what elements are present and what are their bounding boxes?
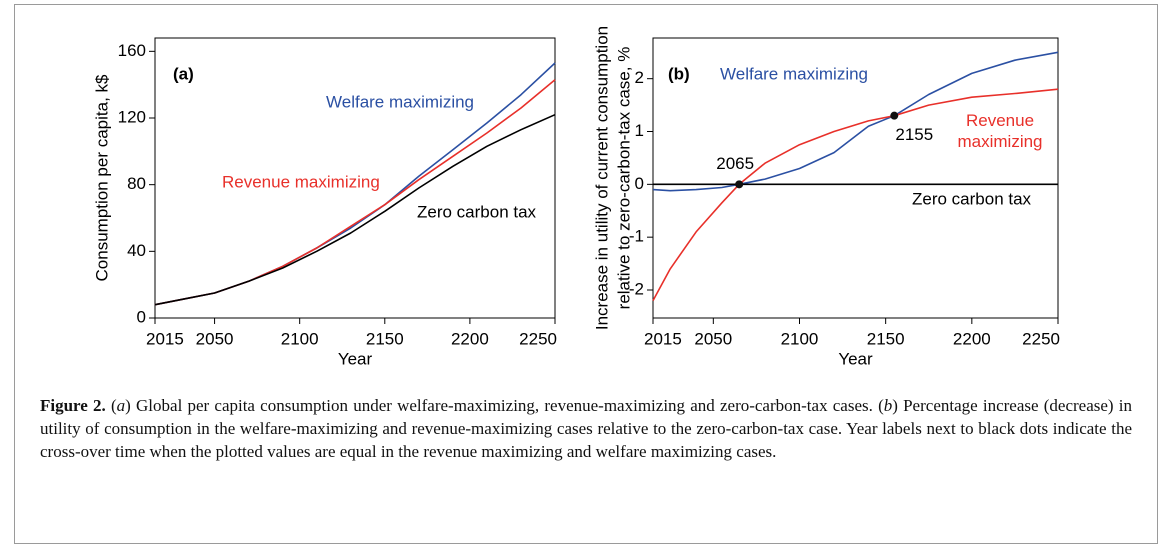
x-axis-label: Year xyxy=(838,349,873,368)
crossover-label: 2065 xyxy=(716,154,754,173)
series-label: Welfare maximizing xyxy=(326,92,474,111)
series-line xyxy=(154,79,556,306)
y-tick-label: 80 xyxy=(127,174,146,193)
y-tick-label: 120 xyxy=(118,107,146,126)
y-tick-label: -2 xyxy=(629,279,644,298)
series-line xyxy=(652,51,1059,192)
y-tick-label: 1 xyxy=(635,121,644,140)
x-tick-label: 2015 xyxy=(644,329,682,348)
series-label: Revenue maximizing xyxy=(222,172,380,191)
series-label: Zero carbon tax xyxy=(912,189,1032,208)
x-tick-label: 2250 xyxy=(519,329,557,348)
y-axis-label: Consumption per capita, k$ xyxy=(92,74,111,281)
x-tick-label: 2200 xyxy=(953,329,991,348)
x-tick-label: 2015 xyxy=(146,329,184,348)
x-tick-label: 2100 xyxy=(781,329,819,348)
x-tick-label: 2100 xyxy=(281,329,319,348)
crossover-dot xyxy=(735,180,744,189)
chart-title: (a) xyxy=(173,64,194,83)
series-line xyxy=(652,88,1059,301)
chart-title: (b) xyxy=(668,64,690,83)
caption-text: b xyxy=(883,396,893,415)
crossover-dot xyxy=(890,111,899,120)
x-tick-label: 2050 xyxy=(196,329,234,348)
caption-text: ( xyxy=(111,396,117,415)
page: 0 40 80 120 160 2015 2050 2100 2150 2200 2250 Year C… xyxy=(14,4,1158,544)
caption-text: a xyxy=(116,396,126,415)
y-tick-label: 0 xyxy=(635,174,644,193)
x-tick-label: 2250 xyxy=(1022,329,1060,348)
caption-label: Figure 2. xyxy=(40,396,106,415)
y-tick-label: -1 xyxy=(629,227,644,246)
series-label: Revenue maximizing xyxy=(957,111,1043,151)
x-tick-label: 2200 xyxy=(451,329,489,348)
series-line xyxy=(154,113,556,306)
y-tick-label: 40 xyxy=(127,241,146,260)
caption-text: ) Global per capita consumption under we… xyxy=(125,396,884,415)
caption-text: ) Percentage increase (decrease) in util… xyxy=(40,396,1132,461)
y-tick-label: 160 xyxy=(118,41,146,60)
x-tick-label: 2150 xyxy=(366,329,404,348)
crossover-label: 2155 xyxy=(895,125,933,144)
series-label: Zero carbon tax xyxy=(417,202,537,221)
x-axis-label: Year xyxy=(338,349,373,368)
series-label: Welfare maximizing xyxy=(720,64,868,83)
plot-frame xyxy=(154,37,556,319)
plot-frame xyxy=(652,37,1059,319)
y-tick-label: 0 xyxy=(137,307,146,326)
x-tick-label: 2050 xyxy=(694,329,732,348)
caption: Figure 2. (a) Global per capita consumpt… xyxy=(40,394,1132,463)
y-tick-label: 2 xyxy=(635,68,644,87)
x-tick-label: 2150 xyxy=(867,329,905,348)
y-axis-label: relative to zero-carbon-tax case, % xyxy=(614,47,633,310)
y-axis-label: Increase in utility of current consumpti… xyxy=(592,26,611,330)
